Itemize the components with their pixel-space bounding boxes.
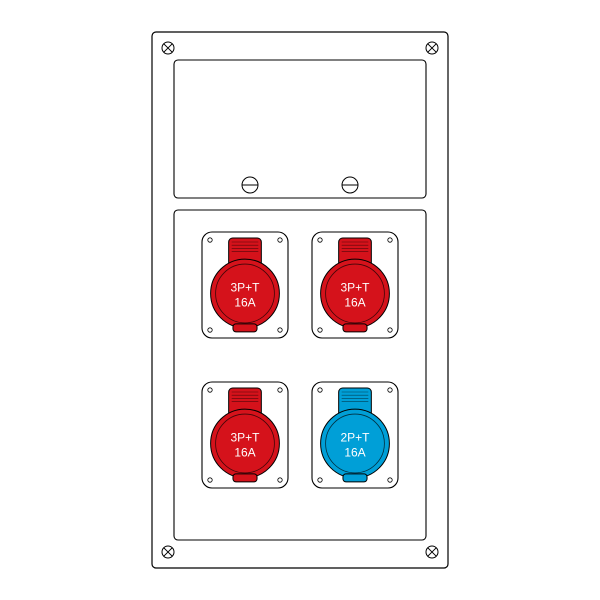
distribution-panel: 3P+T16A3P+T16A3P+T16A2P+T16A [150,30,450,570]
socket-1-label-2: 16A [234,295,255,309]
upper-compartment [174,60,426,198]
socket-4: 2P+T16A [312,382,398,488]
socket-3: 3P+T16A [202,382,288,488]
socket-1-label-1: 3P+T [230,280,260,294]
corner-screw-1 [426,42,438,54]
socket-4-tab [343,474,367,482]
corner-screw-0 [162,42,174,54]
socket-2-label-2: 16A [344,295,365,309]
corner-screw-2 [162,546,174,558]
panel-svg: 3P+T16A3P+T16A3P+T16A2P+T16A [150,30,450,570]
socket-1: 3P+T16A [202,232,288,338]
socket-2-label-1: 3P+T [340,280,370,294]
socket-3-label-2: 16A [234,445,255,459]
corner-screw-3 [426,546,438,558]
socket-3-label-1: 3P+T [230,430,260,444]
socket-2: 3P+T16A [312,232,398,338]
upper-slot-screw-1 [342,177,358,193]
socket-1-tab [233,324,257,332]
socket-4-label-1: 2P+T [340,430,370,444]
socket-3-tab [233,474,257,482]
upper-slot-screw-0 [242,177,258,193]
socket-4-label-2: 16A [344,445,365,459]
socket-2-tab [343,324,367,332]
